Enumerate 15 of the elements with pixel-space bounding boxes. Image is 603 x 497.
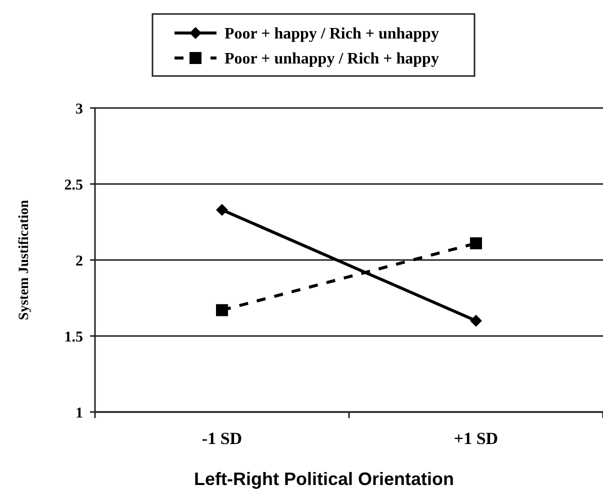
legend-label: Poor + unhappy / Rich + happy (224, 50, 439, 68)
point (216, 304, 228, 316)
y-tick-label: 1.5 (64, 329, 83, 346)
y-tick-label: 2 (76, 253, 83, 270)
x-tick-label: -1 SD (202, 429, 242, 448)
x-tick-label: +1 SD (454, 429, 498, 448)
legend-label: Poor + happy / Rich + unhappy (224, 26, 439, 43)
y-tick-label: 1 (76, 405, 83, 422)
point (216, 204, 228, 216)
y-axis-title: System Justification (17, 200, 32, 320)
point (470, 237, 482, 250)
point (470, 314, 482, 327)
x-axis-title: Left-Right Political Orientation (194, 469, 454, 489)
y-tick-label: 3 (76, 101, 83, 118)
y-tick-label: 2.5 (64, 177, 83, 194)
